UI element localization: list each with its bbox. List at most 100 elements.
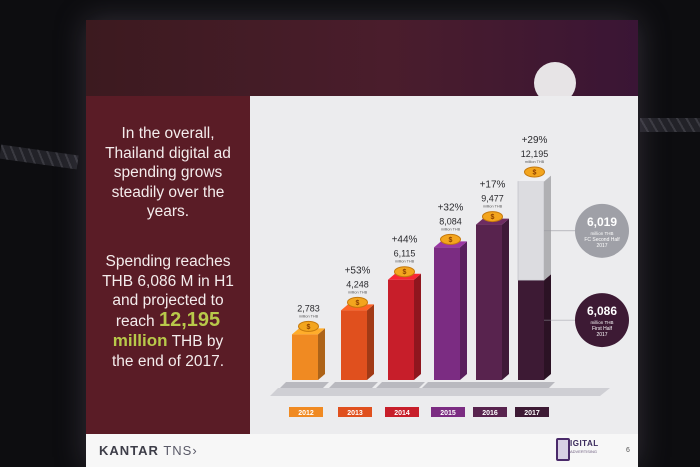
- da-mark-icon: [556, 438, 570, 461]
- bar-side-2012: [318, 328, 325, 380]
- year-label-box: [431, 407, 465, 417]
- value-unit-label: million THB: [348, 290, 368, 294]
- projection-screen: In the overall, Thailand digital ad spen…: [86, 20, 638, 467]
- coin-symbol: $: [449, 237, 453, 244]
- bar-side-2014: [414, 273, 421, 380]
- bar-2013: [341, 310, 367, 380]
- callout-first-half: [575, 293, 629, 348]
- callout-second-half-year: 2017: [596, 243, 607, 249]
- bar-side-2013: [367, 304, 374, 380]
- coin-symbol: $: [356, 300, 360, 307]
- callout-second-half-part: FC Second Half: [584, 237, 620, 243]
- coin-icon: [440, 233, 461, 245]
- body-text: Spending reaches THB 6,086 M in H1 and p…: [92, 252, 244, 371]
- callout-second-half: [575, 203, 629, 258]
- highlight-value: 12,195: [158, 308, 221, 331]
- slide-footer: KANTAR TNS› IGITAL ADVERTISING 6: [86, 434, 638, 467]
- kantar-wordmark: KANTAR: [99, 443, 159, 458]
- growth-label: +44%: [392, 235, 418, 246]
- closing-line: the end of 2017.: [111, 352, 225, 370]
- bar-2017-second-half-side: [544, 175, 551, 281]
- value-label: 6,115: [394, 249, 416, 259]
- chart-floor: [270, 388, 610, 396]
- chart-area: $2,783 million THB 2012 $4,248 million THB +5…: [250, 96, 638, 434]
- da-logo-line1: IGITAL: [570, 439, 599, 448]
- callout-second-half-unit: million THB: [591, 231, 614, 236]
- tns-wordmark: TNS: [163, 443, 193, 458]
- bar-platform: [464, 382, 513, 388]
- bar-platform: [329, 382, 378, 388]
- body-line: Spending reaches: [105, 253, 231, 270]
- intro-line: In the overall,: [121, 125, 215, 142]
- bar-platform: [280, 382, 329, 388]
- value-label: 8,084: [439, 216, 462, 226]
- coin-icon: [482, 211, 503, 223]
- highlight-unit: million: [112, 331, 168, 350]
- stage-truss-left: [0, 144, 79, 170]
- bar-side-2015: [460, 241, 467, 380]
- bar-2016: [476, 224, 502, 380]
- highlight-prefix: reach: [115, 312, 155, 330]
- coin-icon: [298, 320, 319, 332]
- year-label-box: [473, 407, 507, 417]
- year-label-box: [289, 407, 323, 417]
- bar-2017-first-half-side: [544, 274, 551, 380]
- value-label: 4,248: [346, 279, 369, 289]
- da-logo-line2: ADVERTISING: [570, 449, 598, 454]
- kantar-tns-logo: KANTAR TNS›: [99, 443, 198, 458]
- intro-line: steadily over the: [111, 183, 225, 201]
- bar-2017-first-half: [518, 280, 544, 380]
- intro-line: years.: [146, 203, 190, 220]
- callout-first-half-value: 6,086: [587, 304, 617, 318]
- page-number: 6: [626, 447, 630, 454]
- body-line: and projected to: [112, 292, 224, 309]
- callout-first-half-unit: million THB: [591, 320, 614, 325]
- digital-advertising-logo: IGITAL ADVERTISING: [556, 436, 612, 464]
- bar-platform: [422, 382, 471, 388]
- bar-platform: [376, 382, 425, 388]
- coin-icon: [347, 296, 368, 308]
- bar-2017-second-half: [517, 181, 545, 281]
- value-unit-label: million THB: [299, 314, 319, 318]
- growth-label: +53%: [345, 265, 371, 276]
- value-unit-label: million THB: [525, 160, 545, 164]
- value-unit-label: million THB: [483, 205, 503, 209]
- bar-side-2016: [502, 218, 509, 380]
- coin-icon: [394, 266, 415, 278]
- growth-label: +17%: [480, 180, 506, 191]
- year-label: 2015: [440, 410, 456, 417]
- coin-icon: [524, 166, 545, 178]
- callout-first-half-year: 2017: [596, 332, 607, 338]
- intro-text: In the overall, Thailand digital ad spen…: [92, 124, 244, 222]
- year-label: 2014: [394, 410, 410, 417]
- year-label-box: [515, 407, 549, 417]
- coin-symbol: $: [491, 214, 495, 221]
- callout-second-half-value: 6,019: [587, 215, 617, 229]
- bar-2017-top: [518, 175, 551, 182]
- year-label: 2016: [482, 410, 498, 417]
- highlight-suffix: THB by: [171, 333, 224, 350]
- bar-2012: [292, 334, 318, 380]
- highlight-line: reach 12,195: [92, 308, 244, 332]
- growth-label: +29%: [522, 135, 548, 146]
- bar-2014: [388, 279, 414, 380]
- bar-2015: [434, 247, 460, 380]
- value-label: 9,477: [481, 194, 504, 204]
- year-label-box: [338, 407, 372, 417]
- value-unit-label: million THB: [441, 227, 461, 231]
- value-label: 12,195: [521, 149, 549, 159]
- value-unit-label: million THB: [395, 260, 415, 264]
- coin-symbol: $: [403, 269, 407, 276]
- body-line: THB 6,086 M in H1: [102, 272, 234, 290]
- year-label-box: [385, 407, 419, 417]
- year-label: 2017: [524, 410, 540, 417]
- intro-line: spending grows: [113, 164, 223, 181]
- growth-label: +32%: [438, 202, 464, 213]
- summary-panel: In the overall, Thailand digital ad spen…: [86, 96, 250, 434]
- coin-symbol: $: [533, 170, 537, 177]
- year-label: 2012: [298, 410, 314, 417]
- callout-first-half-part: First Half: [592, 326, 613, 332]
- intro-line: Thailand digital ad: [105, 144, 231, 162]
- bar-platform: [506, 382, 555, 388]
